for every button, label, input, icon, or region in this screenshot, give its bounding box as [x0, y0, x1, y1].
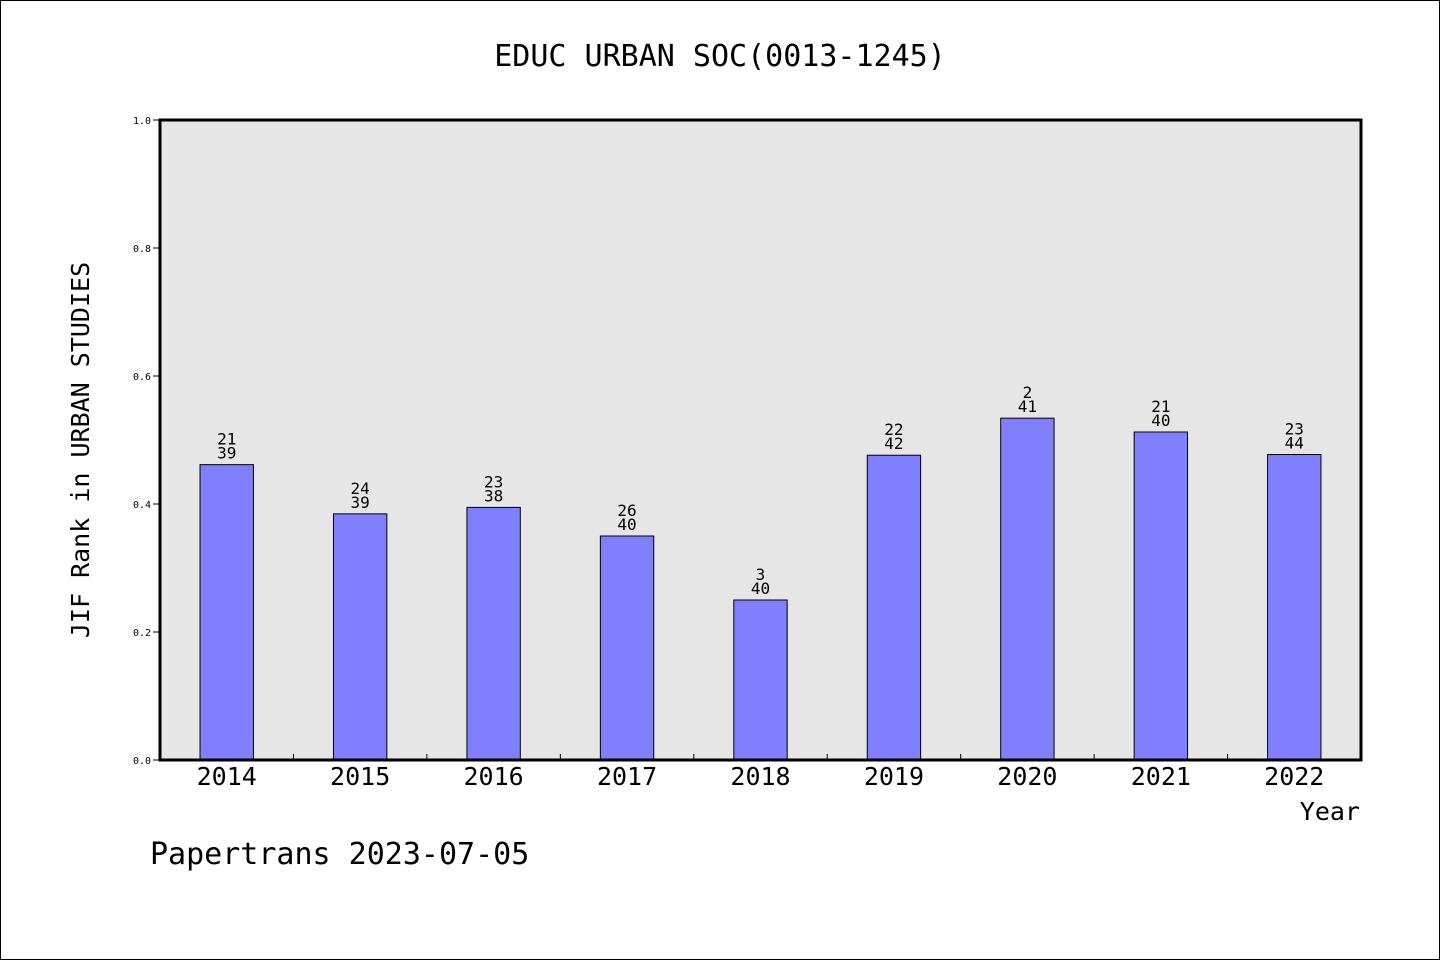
data-label-top-2022: 23	[1285, 420, 1304, 439]
data-label-bottom-2019: 42	[884, 434, 903, 453]
data-label-top-2018: 3	[756, 565, 766, 584]
x-tick-label-2017: 2017	[597, 762, 657, 791]
bar-2019	[866, 454, 922, 761]
x-axis-ticks: 2014 2015 2016 2017 2018 2019 2020 2021 2022	[197, 754, 1324, 791]
y-tick-label-1.0: 1.0	[133, 116, 151, 127]
y-axis-label: JIF Rank in URBAN STUDIES	[66, 262, 95, 638]
bar-2022	[1267, 454, 1322, 761]
chart-title: EDUC URBAN SOC(0013-1245)	[494, 39, 946, 74]
data-label-bottom-2018: 40	[751, 579, 770, 598]
data-label-top-2019: 22	[884, 420, 903, 439]
plot-border	[158, 118, 1363, 762]
footer-text: Papertrans 2023-07-05	[150, 837, 529, 872]
y-tick-label-0.2: 0.2	[133, 628, 151, 639]
x-tick-label-2021: 2021	[1131, 762, 1191, 791]
bar-2017	[599, 535, 655, 761]
data-label-bottom-2016: 38	[484, 486, 503, 505]
bar-2018	[733, 599, 788, 761]
bar-2020	[1000, 417, 1055, 761]
data-label-bottom-2021: 40	[1151, 411, 1170, 430]
x-tick-label-2015: 2015	[330, 762, 390, 791]
data-label-top-2017: 26	[617, 501, 636, 520]
bar-2015	[332, 513, 388, 761]
data-label-bottom-2014: 39	[217, 444, 236, 463]
data-label-top-2014: 21	[217, 430, 236, 449]
data-label-top-2015: 24	[351, 479, 370, 498]
data-label-bottom-2020: 41	[1018, 397, 1037, 416]
data-label-bottom-2017: 40	[617, 515, 636, 534]
x-tick-label-2019: 2019	[864, 762, 924, 791]
bar-2016	[466, 506, 521, 761]
data-label-top-2016: 23	[484, 472, 503, 491]
y-tick-label-0.4: 0.4	[133, 500, 151, 511]
data-label-bottom-2022: 44	[1285, 434, 1304, 453]
x-tick-label-2014: 2014	[197, 762, 257, 791]
data-label-bottom-2015: 39	[351, 493, 370, 512]
y-tick-label-0.8: 0.8	[133, 244, 151, 255]
bar-2021	[1133, 431, 1189, 761]
x-tick-label-2020: 2020	[997, 762, 1057, 791]
x-axis-label: Year	[1300, 797, 1360, 826]
data-label-top-2020: 2	[1023, 383, 1033, 402]
x-tick-label-2016: 2016	[464, 762, 524, 791]
data-label-top-2021: 21	[1151, 397, 1170, 416]
x-tick-label-2022: 2022	[1264, 762, 1324, 791]
bar-2014	[199, 464, 254, 761]
x-tick-label-2018: 2018	[730, 762, 790, 791]
y-tick-label-0.0: 0.0	[133, 756, 151, 767]
y-tick-label-0.6: 0.6	[133, 372, 151, 383]
y-axis-ticks: 0.0 0.2 0.4 0.6 0.8 1.0	[133, 116, 160, 767]
